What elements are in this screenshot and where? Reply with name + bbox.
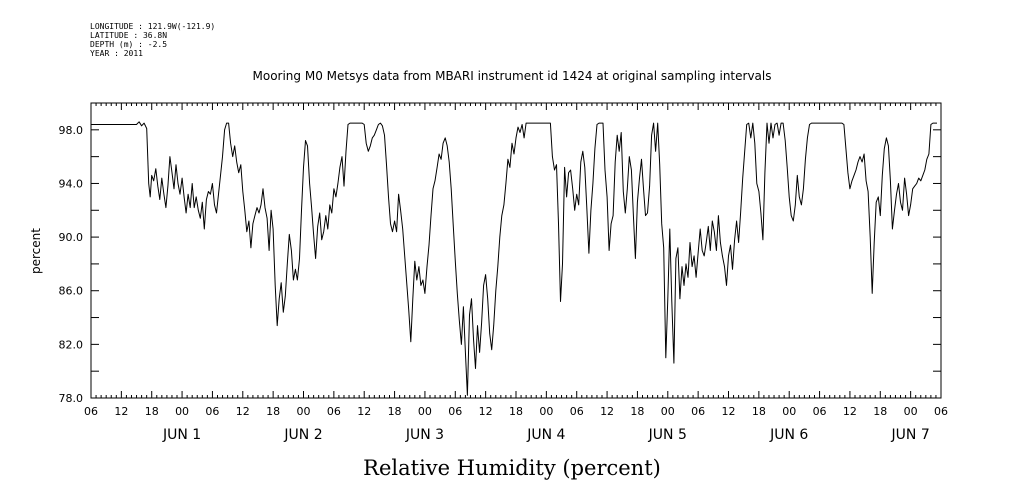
x-hour-label: 00 xyxy=(175,405,189,418)
year-text: YEAR : 2011 xyxy=(90,49,143,58)
x-hour-label: 06 xyxy=(570,405,584,418)
y-axis-label: percent xyxy=(29,228,43,274)
x-hour-label: 06 xyxy=(327,405,341,418)
x-date-label: JUN 7 xyxy=(891,427,930,443)
x-hour-label: 12 xyxy=(114,405,128,418)
x-date-label: JUN 2 xyxy=(283,427,322,443)
y-tick-label: 98.0 xyxy=(59,124,84,137)
x-hour-label: 00 xyxy=(904,405,918,418)
x-hour-label: 18 xyxy=(630,405,644,418)
x-hour-label: 06 xyxy=(84,405,98,418)
x-hour-label: 18 xyxy=(873,405,887,418)
x-hour-label: 12 xyxy=(479,405,493,418)
location-metadata: LONGITUDE : 121.9W(-121.9) LATITUDE : 36… xyxy=(90,22,215,58)
x-hour-label: 06 xyxy=(448,405,462,418)
x-hour-label: 06 xyxy=(813,405,827,418)
x-hour-label: 12 xyxy=(357,405,371,418)
y-axis: 78.0 82.0 86.0 90.0 94.0 98.0 xyxy=(59,102,941,405)
latitude-text: LATITUDE : 36.8N xyxy=(90,31,168,40)
x-hour-label: 00 xyxy=(297,405,311,418)
x-axis: 06 12 18 00 06 12 18 00 06 12 18 00 06 12 18 00 06 12 18 00… xyxy=(84,103,948,443)
x-hour-label: 00 xyxy=(782,405,796,418)
series-line xyxy=(91,121,937,396)
y-tick-label: 86.0 xyxy=(59,285,84,298)
x-date-label: JUN 4 xyxy=(526,427,565,443)
x-hour-label: 18 xyxy=(509,405,523,418)
depth-text: DEPTH (m) : -2.5 xyxy=(90,40,168,49)
longitude-text: LONGITUDE : 121.9W(-121.9) xyxy=(90,22,216,31)
series-group xyxy=(91,121,937,396)
x-hour-label: 12 xyxy=(236,405,250,418)
y-tick-label: 82.0 xyxy=(59,338,84,351)
x-axis-label: Relative Humidity (percent) xyxy=(363,456,661,480)
x-hour-label: 18 xyxy=(266,405,280,418)
x-hour-label: 12 xyxy=(722,405,736,418)
plot-frame xyxy=(90,102,942,399)
y-tick-label: 78.0 xyxy=(59,392,84,405)
x-hour-label: 00 xyxy=(418,405,432,418)
x-hour-label: 00 xyxy=(661,405,675,418)
x-hour-label: 00 xyxy=(539,405,553,418)
x-date-label: JUN 3 xyxy=(405,427,444,443)
x-hour-label: 06 xyxy=(691,405,705,418)
x-hour-label: 12 xyxy=(600,405,614,418)
y-tick-label: 90.0 xyxy=(59,231,84,244)
x-hour-label: 12 xyxy=(843,405,857,418)
y-tick-label: 94.0 xyxy=(59,177,84,190)
x-hour-label: 06 xyxy=(934,405,948,418)
chart-title: Mooring M0 Metsys data from MBARI instru… xyxy=(253,69,772,83)
x-hour-label: 06 xyxy=(205,405,219,418)
x-hour-label: 18 xyxy=(752,405,766,418)
x-date-label: JUN 5 xyxy=(648,427,687,443)
x-hour-label: 18 xyxy=(145,405,159,418)
x-hour-label: 18 xyxy=(388,405,402,418)
x-date-label: JUN 6 xyxy=(769,427,808,443)
x-date-label: JUN 1 xyxy=(162,427,201,443)
